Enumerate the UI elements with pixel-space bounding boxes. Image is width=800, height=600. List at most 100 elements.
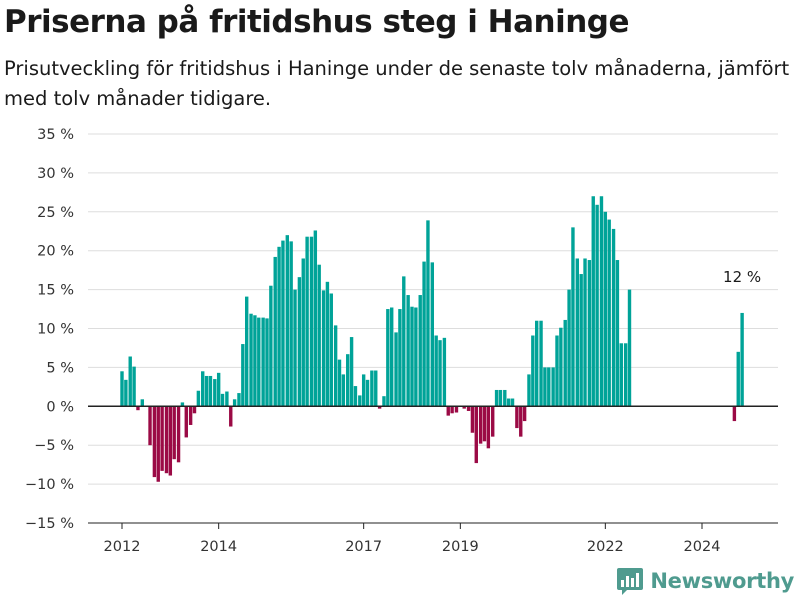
bar — [426, 220, 430, 407]
bar — [168, 406, 173, 476]
bar — [273, 256, 277, 407]
chart-title: Priserna på fritidshus steg i Haninge — [4, 4, 630, 40]
bar — [180, 402, 185, 407]
bar — [301, 258, 305, 407]
bar — [220, 393, 225, 407]
bar — [289, 241, 293, 407]
bar — [156, 406, 160, 482]
bar — [410, 306, 414, 407]
bar — [422, 261, 426, 407]
bar — [402, 276, 406, 407]
bar — [583, 258, 587, 407]
bar — [515, 406, 519, 429]
x-axis-tick-labels: 2012 2014 2017 2019 2022 2024 — [104, 523, 721, 555]
bar — [579, 274, 583, 407]
bar — [152, 406, 157, 478]
bar — [305, 236, 309, 407]
bar — [430, 262, 434, 407]
bar — [204, 375, 209, 407]
bar — [587, 260, 592, 407]
x-tick-label: 2019 — [442, 539, 479, 555]
bar — [575, 258, 579, 407]
bar — [442, 337, 447, 407]
bar — [317, 264, 321, 407]
bar — [740, 312, 744, 407]
bar — [418, 295, 422, 407]
bar — [176, 406, 181, 463]
bar — [543, 367, 547, 407]
x-tick-label: 2014 — [200, 539, 237, 555]
bar — [321, 290, 326, 407]
bar — [547, 367, 551, 407]
y-axis-tick-labels: −15 % −10 % −5 % 0 % 5 % 10 % 15 % 20 % 25 % 30 %… — [25, 127, 74, 532]
bar — [555, 335, 559, 407]
bar — [188, 406, 193, 425]
bar — [358, 395, 362, 407]
bar — [148, 406, 152, 446]
bar — [434, 335, 438, 407]
x-tick-label: 2017 — [345, 539, 382, 555]
y-tick-label: −15 % — [25, 516, 74, 532]
bar — [551, 367, 555, 407]
bar — [619, 343, 623, 407]
bar — [329, 293, 333, 407]
bar — [736, 351, 740, 407]
bar — [261, 317, 265, 407]
bar — [398, 309, 402, 407]
bar — [450, 406, 454, 414]
bar — [257, 317, 261, 407]
bar — [374, 370, 378, 407]
bar — [132, 366, 136, 407]
bar — [164, 406, 169, 474]
bar — [136, 406, 140, 411]
bar — [216, 372, 221, 407]
bar — [346, 354, 350, 407]
bar — [627, 289, 632, 407]
bar — [607, 219, 611, 407]
bar — [341, 374, 346, 407]
bar — [293, 289, 297, 407]
bar — [494, 389, 499, 407]
bar — [611, 228, 616, 407]
bar-series — [120, 196, 744, 482]
x-tick-label: 2024 — [684, 539, 721, 555]
bar — [414, 307, 418, 407]
y-tick-label: 0 % — [46, 399, 74, 415]
bar — [120, 371, 124, 407]
bar — [470, 406, 475, 433]
bar — [337, 359, 342, 407]
bar — [732, 406, 737, 422]
chart-subtitle: Prisutveckling för fritidshus i Haninge … — [4, 57, 790, 110]
bar — [365, 379, 370, 407]
bar — [313, 230, 318, 407]
bar — [486, 406, 491, 449]
bar — [297, 277, 302, 407]
bar — [506, 398, 511, 407]
bar — [229, 406, 233, 427]
bar — [201, 371, 205, 407]
bar — [277, 246, 281, 407]
bar — [225, 391, 229, 407]
y-tick-label: 5 % — [46, 360, 74, 376]
bar — [128, 356, 132, 407]
bar — [232, 399, 237, 407]
y-tick-label: 15 % — [37, 283, 74, 299]
bar — [349, 337, 354, 407]
bar — [498, 389, 503, 407]
x-tick-label: 2022 — [587, 539, 624, 555]
bar — [535, 320, 539, 407]
bar — [333, 325, 338, 407]
bar — [527, 374, 531, 407]
x-tick-label: 2012 — [104, 539, 141, 555]
bar — [478, 406, 483, 444]
bar — [567, 289, 571, 407]
bar — [438, 340, 442, 407]
bar — [615, 260, 620, 407]
bar — [184, 406, 188, 438]
bar — [390, 307, 394, 407]
y-tick-label: −10 % — [25, 477, 74, 493]
bar — [591, 196, 595, 407]
bar — [309, 236, 314, 407]
newsworthy-brand[interactable]: Newsworthy — [616, 566, 794, 596]
